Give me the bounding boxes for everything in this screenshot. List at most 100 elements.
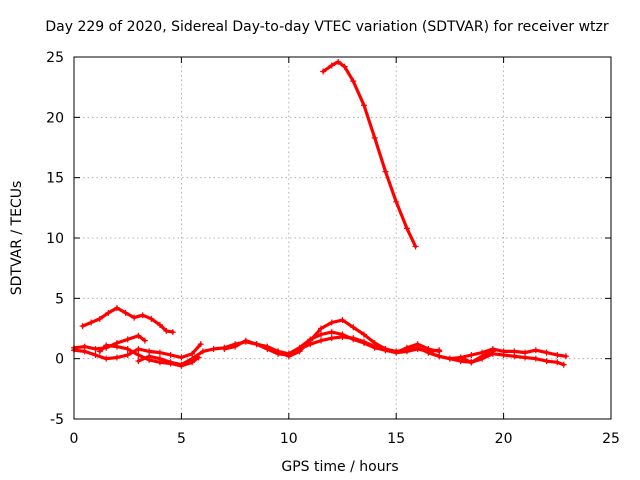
data-point [403, 344, 410, 351]
data-point [122, 309, 129, 316]
data-point [296, 344, 303, 351]
data-point [307, 336, 314, 343]
series-line [321, 60, 418, 248]
data-point [92, 352, 99, 359]
data-point [318, 337, 325, 344]
data-point [232, 343, 239, 350]
data-point [511, 348, 518, 355]
data-point [543, 349, 550, 356]
x-axis-label: GPS time / hours [281, 459, 398, 475]
data-point [139, 312, 146, 319]
data-point [124, 352, 131, 359]
data-point [339, 317, 346, 324]
data-point [562, 353, 569, 360]
data-point [113, 343, 120, 350]
data-point [163, 327, 170, 334]
data-point [468, 359, 475, 366]
data-point [88, 319, 95, 326]
data-point [156, 321, 163, 328]
data-point [328, 335, 335, 342]
data-point [96, 315, 103, 322]
data-point [560, 361, 567, 368]
series-line [80, 306, 175, 334]
data-point [446, 355, 453, 362]
data-point [554, 359, 561, 366]
data-point [197, 341, 204, 348]
data-point [393, 349, 400, 356]
data-point [148, 315, 155, 322]
data-point [96, 348, 103, 355]
grid-lines [74, 57, 611, 419]
data-point [178, 361, 185, 368]
series-3 [71, 341, 204, 362]
data-point [169, 329, 176, 336]
data-point [210, 346, 217, 353]
data-point [167, 352, 174, 359]
y-tick-label: -5 [50, 412, 64, 428]
data-point [105, 309, 112, 316]
data-point [81, 348, 88, 355]
data-point [146, 353, 153, 360]
data-point [113, 304, 120, 311]
series-7 [275, 329, 443, 357]
data-point [414, 341, 421, 348]
x-tick-label: 25 [602, 431, 620, 447]
data-point [350, 336, 357, 343]
data-point [167, 359, 174, 366]
data-point [479, 355, 486, 362]
y-tick-label: 0 [55, 352, 64, 368]
series-line [276, 330, 441, 356]
data-point [479, 349, 486, 356]
data-point [79, 323, 86, 330]
data-point [350, 324, 357, 331]
x-tick-label: 0 [70, 431, 79, 447]
series-10 [457, 346, 569, 361]
data-point [320, 68, 327, 75]
data-point [156, 355, 163, 362]
data-point [468, 352, 475, 359]
x-tick-label: 15 [387, 431, 405, 447]
data-point [371, 134, 378, 141]
data-point [328, 62, 335, 69]
data-point [360, 102, 367, 109]
data-point [242, 337, 249, 344]
data-point [156, 349, 163, 356]
data-point [425, 349, 432, 356]
y-tick-label: 5 [55, 291, 64, 307]
x-tick-label: 5 [177, 431, 186, 447]
data-point [103, 342, 110, 349]
data-point [178, 354, 185, 361]
data-point [382, 347, 389, 354]
data-point [318, 331, 325, 338]
data-point [328, 329, 335, 336]
series-layer [71, 58, 569, 369]
data-point [141, 337, 148, 344]
data-point [253, 341, 260, 348]
data-point [543, 358, 550, 365]
data-point [412, 243, 419, 250]
data-point [131, 314, 138, 321]
data-point [124, 336, 131, 343]
data-point [532, 355, 539, 362]
data-point [489, 346, 496, 353]
data-point [371, 344, 378, 351]
data-point [124, 346, 131, 353]
data-point [457, 354, 464, 361]
data-point [318, 325, 325, 332]
data-point [103, 355, 110, 362]
data-point [199, 348, 206, 355]
data-point [135, 346, 142, 353]
data-point [189, 355, 196, 362]
plot-frame [73, 56, 612, 420]
y-tick-label: 10 [46, 231, 64, 247]
y-axis-label: SDTVAR / TECUs [9, 181, 25, 296]
data-point [554, 352, 561, 359]
data-point [135, 358, 142, 365]
data-point [436, 353, 443, 360]
series-8 [320, 58, 419, 250]
x-axis: 0 5 10 15 20 25 [70, 57, 620, 447]
data-point [135, 352, 142, 359]
data-point [285, 350, 292, 357]
data-point [532, 347, 539, 354]
data-point [221, 346, 228, 353]
